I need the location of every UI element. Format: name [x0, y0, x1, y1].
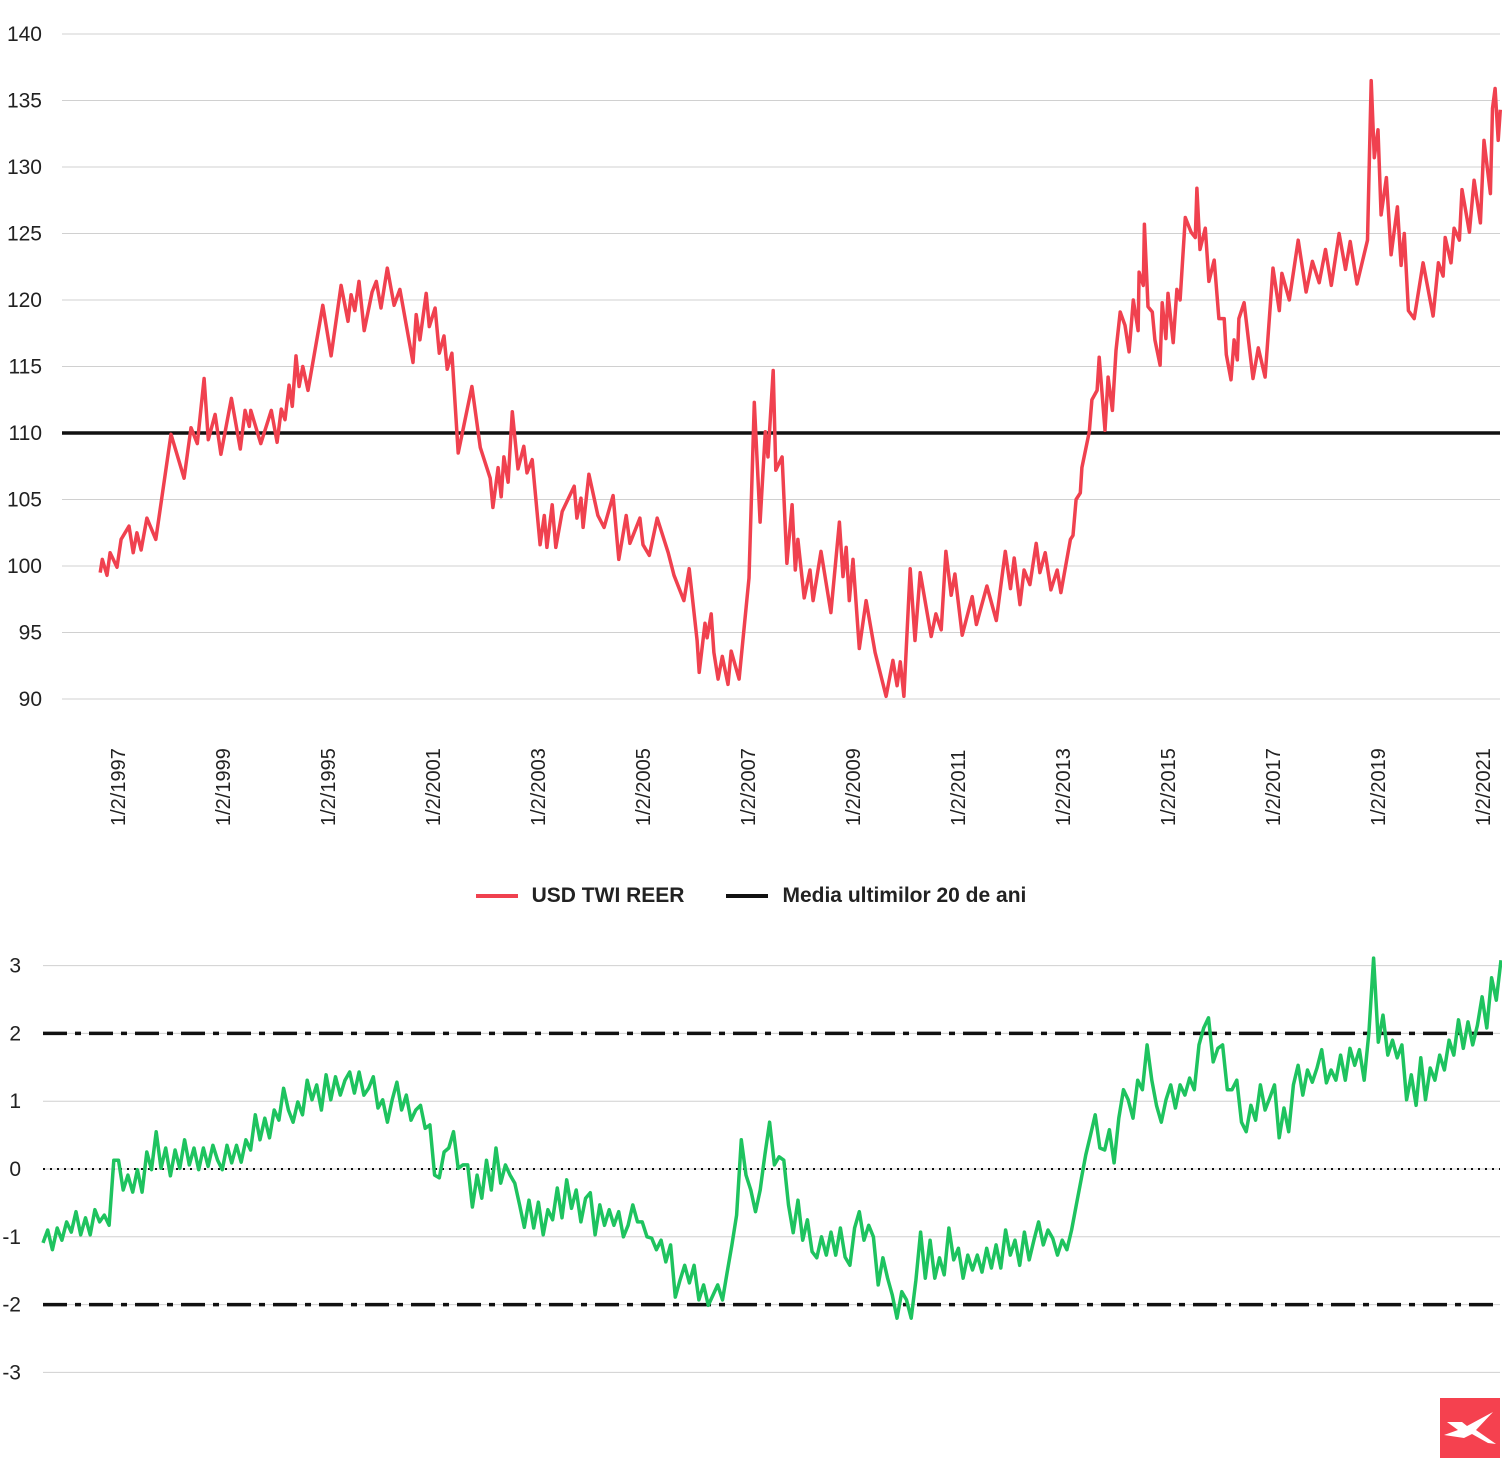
- legend-item-reer: USD TWI REER: [475, 884, 685, 908]
- x-tick-label: 1/2/2019: [1368, 748, 1390, 826]
- legend-label-reer: USD TWI REER: [531, 884, 685, 907]
- x-tick-label: 1/2/2007: [738, 748, 760, 826]
- x-tick-label: 1/2/2009: [843, 748, 865, 826]
- x-tick-label: 1/2/1995: [318, 748, 340, 826]
- zscore-line: [41, 956, 1502, 1320]
- top-chart-series: [62, 78, 1502, 699]
- y-tick-label: 115: [9, 356, 42, 379]
- y-tick-label: 1: [9, 1090, 21, 1113]
- top-chart-gridlines: [62, 33, 1500, 700]
- y-tick-label: 125: [7, 223, 42, 246]
- y-tick-label: 95: [19, 622, 42, 645]
- top-chart-y-axis: 140 135 130 125 120 115 110 105 100 95 90: [7, 23, 42, 711]
- x-tick-label: 1/2/2013: [1053, 748, 1075, 826]
- y-tick-label: 100: [7, 555, 42, 578]
- y-tick-label: -2: [2, 1294, 21, 1317]
- y-tick-label: 0: [9, 1158, 21, 1181]
- y-tick-label: -1: [2, 1226, 21, 1249]
- legend-swatch-mean: [726, 894, 769, 898]
- x-brand-logo-icon: [1440, 1398, 1500, 1458]
- y-tick-label: -3: [2, 1361, 21, 1384]
- legend: USD TWI REER Media ultimilor 20 de ani: [0, 884, 1502, 908]
- y-tick-label: 135: [7, 90, 42, 113]
- bottom-chart-gridlines: [43, 965, 1500, 1373]
- y-tick-label: 110: [9, 422, 42, 445]
- legend-item-mean: Media ultimilor 20 de ani: [726, 884, 1026, 908]
- reer-line: [98, 78, 1502, 699]
- y-tick-label: 3: [9, 955, 21, 978]
- x-tick-label: 1/2/1999: [213, 748, 235, 826]
- bottom-chart-y-axis: 3 2 1 0 -1 -2 -3: [2, 955, 21, 1385]
- x-tick-label: 1/2/2021: [1473, 748, 1495, 826]
- x-tick-label: 1/2/2005: [633, 748, 655, 826]
- x-tick-label: 1/2/2015: [1158, 748, 1180, 826]
- legend-swatch-reer: [475, 894, 518, 898]
- x-tick-label: 1/2/1997: [108, 748, 130, 826]
- y-tick-label: 90: [19, 688, 42, 711]
- y-tick-label: 140: [7, 23, 42, 46]
- x-tick-label: 1/2/2017: [1263, 748, 1285, 826]
- y-tick-label: 130: [7, 156, 42, 179]
- bottom-chart-series: [41, 956, 1502, 1320]
- top-chart-x-axis: 1/2/1997 1/2/1999 1/2/1995 1/2/2001 1/2/2003…: [108, 748, 1495, 826]
- y-tick-label: 2: [9, 1022, 21, 1045]
- x-tick-label: 1/2/2011: [948, 750, 970, 826]
- x-tick-label: 1/2/2001: [423, 748, 445, 826]
- y-tick-label: 105: [7, 489, 42, 512]
- legend-label-mean: Media ultimilor 20 de ani: [782, 884, 1027, 907]
- y-tick-label: 120: [7, 289, 42, 312]
- x-tick-label: 1/2/2003: [528, 748, 550, 826]
